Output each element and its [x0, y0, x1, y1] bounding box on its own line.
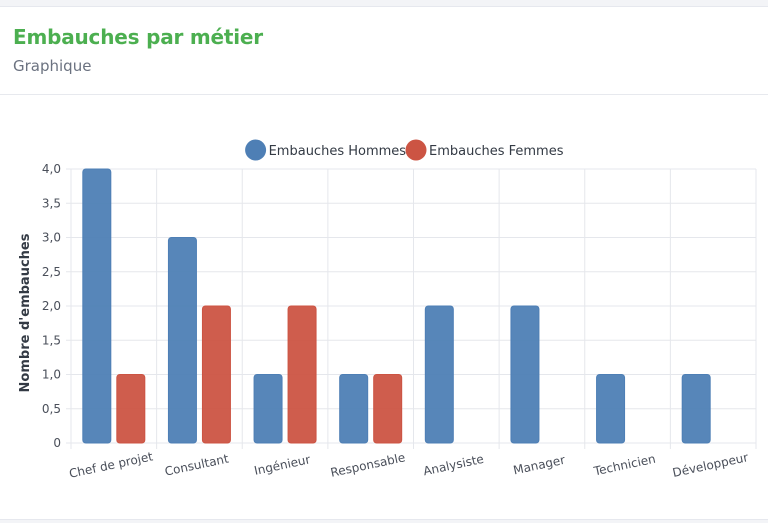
x-tick-label: Responsable	[329, 450, 406, 479]
bar-hommes	[596, 374, 626, 444]
y-tick-label: 4,0	[42, 162, 61, 176]
bar-hommes	[82, 168, 112, 444]
y-tick-label: 2,5	[42, 265, 61, 279]
page-subtitle: Graphique	[13, 57, 92, 75]
bar-femmes	[287, 305, 317, 444]
card-header: Embauches par métier Graphique	[0, 7, 768, 95]
bar-hommes	[681, 374, 711, 444]
bar-femmes	[201, 305, 231, 444]
x-tick-label: Chef de projet	[68, 449, 155, 480]
x-tick-label: Consultant	[163, 451, 230, 478]
x-tick-label: Développeur	[671, 450, 749, 480]
y-tick-label: 1,0	[42, 368, 61, 382]
y-tick-label: 0,5	[42, 402, 61, 416]
bar-femmes	[116, 374, 146, 444]
x-tick-label: Manager	[512, 453, 566, 478]
y-tick-label: 3,5	[42, 196, 61, 210]
x-tick-label: Technicien	[592, 452, 657, 479]
y-tick-label: 2,0	[42, 299, 61, 313]
bar-hommes	[510, 305, 540, 444]
legend-label: Embauches Hommes	[269, 144, 407, 159]
y-axis-title: Nombre d'embauches	[18, 233, 33, 392]
y-tick-label: 1,5	[42, 333, 61, 347]
legend-label: Embauches Femmes	[429, 144, 564, 159]
bar-hommes	[424, 305, 454, 444]
bar-hommes	[339, 374, 369, 444]
legend-swatch	[405, 139, 427, 161]
x-tick-label: Ingénieur	[253, 452, 312, 478]
legend-swatch	[245, 139, 267, 161]
x-tick-label: Analysiste	[422, 452, 485, 478]
page-title: Embauches par métier	[13, 25, 263, 49]
y-tick-label: 0	[53, 436, 61, 450]
bar-femmes	[373, 374, 403, 444]
bar-hommes	[167, 237, 197, 444]
bar-hommes	[253, 374, 283, 444]
y-tick-label: 3,0	[42, 231, 61, 245]
